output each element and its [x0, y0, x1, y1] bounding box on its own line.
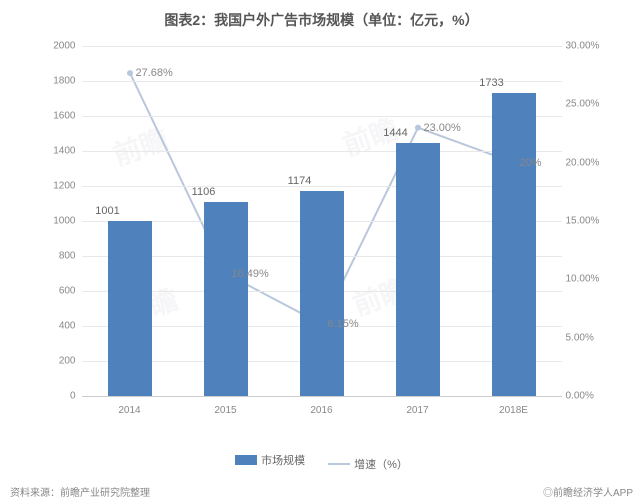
bar: 1733: [492, 93, 536, 396]
y-left-tick: 1400: [46, 146, 76, 157]
line-value-label: 27.68%: [136, 67, 173, 79]
bar-value-label: 1444: [366, 127, 426, 139]
line-point: [127, 70, 133, 76]
bar: 1001: [108, 221, 152, 396]
legend-swatch-bar: [235, 455, 257, 465]
bar-value-label: 1001: [78, 205, 138, 217]
y-left-tick: 0: [46, 391, 76, 402]
legend-swatch-line: [328, 463, 350, 465]
y-left-tick: 1200: [46, 181, 76, 192]
bar-value-label: 1174: [270, 175, 330, 187]
x-tick-label: 2014: [100, 405, 160, 416]
line-value-label: 23.00%: [424, 122, 461, 134]
line-value-label: 6.15%: [328, 318, 359, 330]
y-left-tick: 2000: [46, 41, 76, 52]
y-left-tick: 400: [46, 321, 76, 332]
grid-line: [82, 151, 562, 152]
bar: 1106: [204, 202, 248, 396]
y-right-tick: 10.00%: [566, 274, 606, 285]
legend-line-label: 增速（%）: [354, 456, 408, 472]
bar: 1174: [300, 191, 344, 396]
chart-area: 前瞻 前瞻 前瞻 前瞻 0200400600800100012001400160…: [42, 36, 602, 426]
legend-item-line: 增速（%）: [328, 456, 408, 472]
plot-area: 02004006008001000120014001600180020000.0…: [82, 46, 562, 397]
legend: 市场规模 增速（%）: [0, 426, 643, 472]
bar-value-label: 1733: [462, 77, 522, 89]
y-left-tick: 1800: [46, 76, 76, 87]
y-left-tick: 1600: [46, 111, 76, 122]
grid-line: [82, 46, 562, 47]
y-right-tick: 20.00%: [566, 157, 606, 168]
y-right-tick: 15.00%: [566, 216, 606, 227]
y-left-tick: 1000: [46, 216, 76, 227]
y-right-tick: 0.00%: [566, 391, 606, 402]
y-left-tick: 800: [46, 251, 76, 262]
grid-line: [82, 116, 562, 117]
y-right-tick: 25.00%: [566, 99, 606, 110]
x-tick-label: 2017: [388, 405, 448, 416]
brand-text: ◎前瞻经济学人APP: [543, 484, 633, 499]
footer: 资料来源：前瞻产业研究院整理 ◎前瞻经济学人APP: [0, 484, 643, 499]
chart-title: 图表2：我国户外广告市场规模（单位：亿元，%）: [0, 0, 643, 36]
source-text: 资料来源：前瞻产业研究院整理: [10, 488, 150, 499]
line-value-label: 10.49%: [232, 268, 269, 280]
x-tick-label: 2015: [196, 405, 256, 416]
y-left-tick: 200: [46, 356, 76, 367]
line-value-label: 20%: [520, 157, 542, 169]
y-left-tick: 600: [46, 286, 76, 297]
bar: 1444: [396, 143, 440, 396]
x-tick-label: 2018E: [484, 405, 544, 416]
y-right-tick: 30.00%: [566, 41, 606, 52]
legend-item-bar: 市场规模: [235, 452, 305, 468]
y-right-tick: 5.00%: [566, 332, 606, 343]
legend-bar-label: 市场规模: [261, 452, 305, 468]
x-tick-label: 2016: [292, 405, 352, 416]
bar-value-label: 1106: [174, 186, 234, 198]
